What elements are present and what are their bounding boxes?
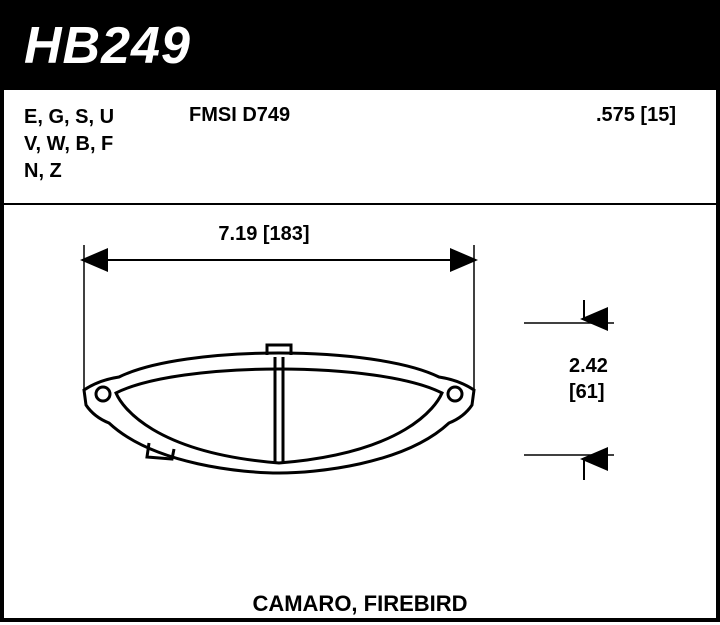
codes-line: E, G, S, U [24,104,189,131]
header-bar: HB249 [4,4,716,90]
thickness-value: .575 [15] [439,104,696,185]
diagram-area: 7.19 [183] 2.42 [61] [4,205,716,625]
part-number: HB249 [24,16,696,76]
codes-line: V, W, B, F [24,131,189,158]
application-label: CAMARO, FIREBIRD [4,591,716,617]
spec-sheet: HB249 E, G, S, U V, W, B, F N, Z FMSI D7… [0,0,720,622]
fmsi-code: FMSI D749 [189,104,439,185]
brake-pad-shape [84,345,474,473]
codes-line: N, Z [24,158,189,185]
info-row: E, G, S, U V, W, B, F N, Z FMSI D749 .57… [4,90,716,205]
brake-pad-diagram [4,205,716,625]
compound-codes: E, G, S, U V, W, B, F N, Z [24,104,189,185]
